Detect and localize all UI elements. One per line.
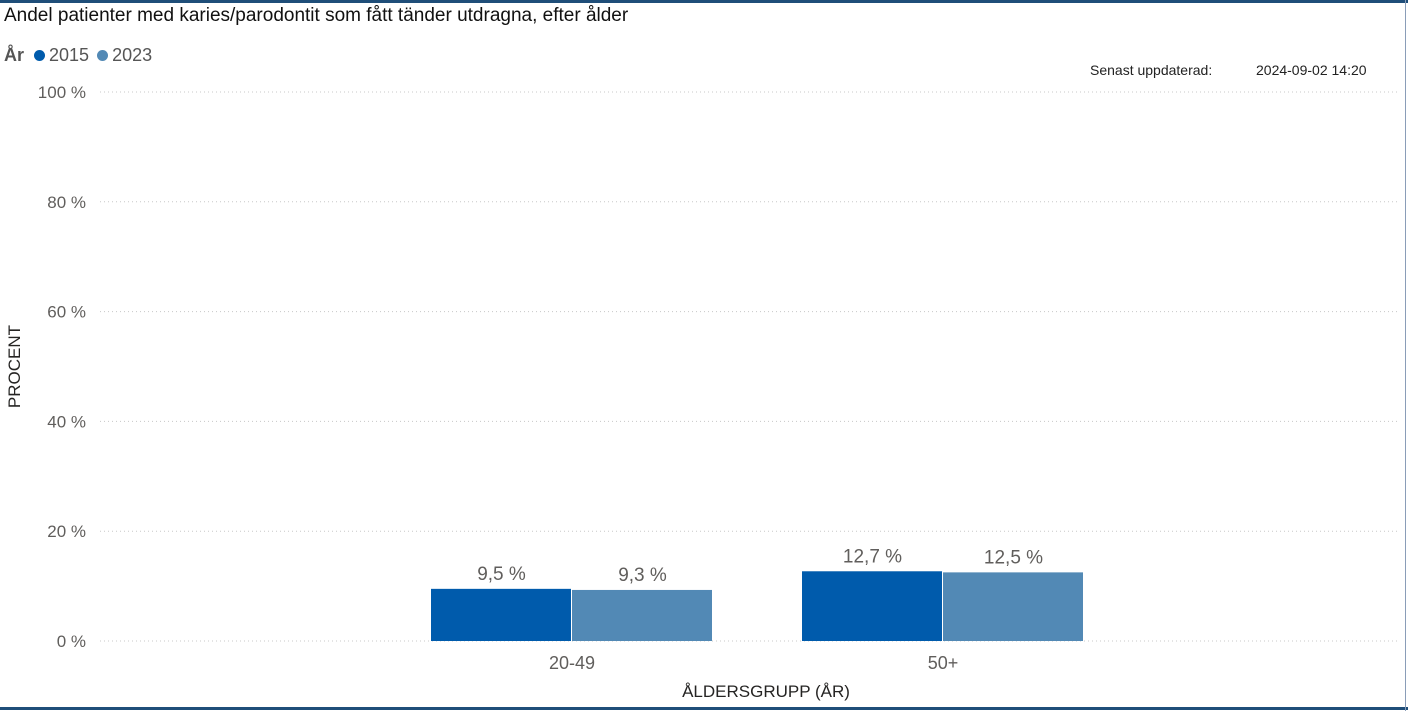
data-label: 12,5 %: [984, 547, 1043, 568]
y-tick-label: 40 %: [47, 412, 86, 431]
bar-2023-50+: [943, 572, 1083, 641]
right-border: [1405, 0, 1406, 711]
bar-2023-20-49: [572, 589, 712, 641]
y-tick-label: 0 %: [57, 632, 86, 651]
y-tick-label: 20 %: [47, 522, 86, 541]
bar-2015-20-49: [431, 588, 571, 641]
data-label: 9,5 %: [477, 564, 526, 585]
y-tick-label: 100 %: [38, 83, 86, 102]
legend-item-2015[interactable]: 2015: [34, 45, 89, 66]
y-tick-label: 80 %: [47, 193, 86, 212]
updated-value: 2024-09-02 14:20: [1256, 62, 1367, 78]
chart-title: Andel patienter med karies/parodontit so…: [4, 5, 629, 26]
legend-item-2023[interactable]: 2023: [97, 45, 152, 66]
y-axis-title: PROCENT: [5, 325, 24, 408]
legend-label-2023: 2023: [112, 45, 153, 65]
x-axis-title: ÅLDERSGRUPP (ÅR): [682, 682, 850, 701]
x-tick-label: 20-49: [549, 653, 595, 673]
x-tick-label: 50+: [928, 653, 959, 673]
top-border: [0, 0, 1408, 3]
data-label: 12,7 %: [843, 546, 902, 567]
bottom-border: [0, 707, 1408, 710]
data-label: 9,3 %: [618, 565, 667, 586]
legend-dot-2015: [34, 50, 46, 61]
y-tick-label: 60 %: [47, 303, 86, 322]
bar-2015-50+: [802, 571, 942, 641]
updated-label: Senast uppdaterad:: [1090, 62, 1213, 78]
legend-dot-2023: [97, 50, 109, 61]
legend: År 2015 2023: [4, 45, 160, 66]
legend-label-2015: 2015: [49, 45, 90, 65]
legend-title: År: [4, 45, 25, 65]
